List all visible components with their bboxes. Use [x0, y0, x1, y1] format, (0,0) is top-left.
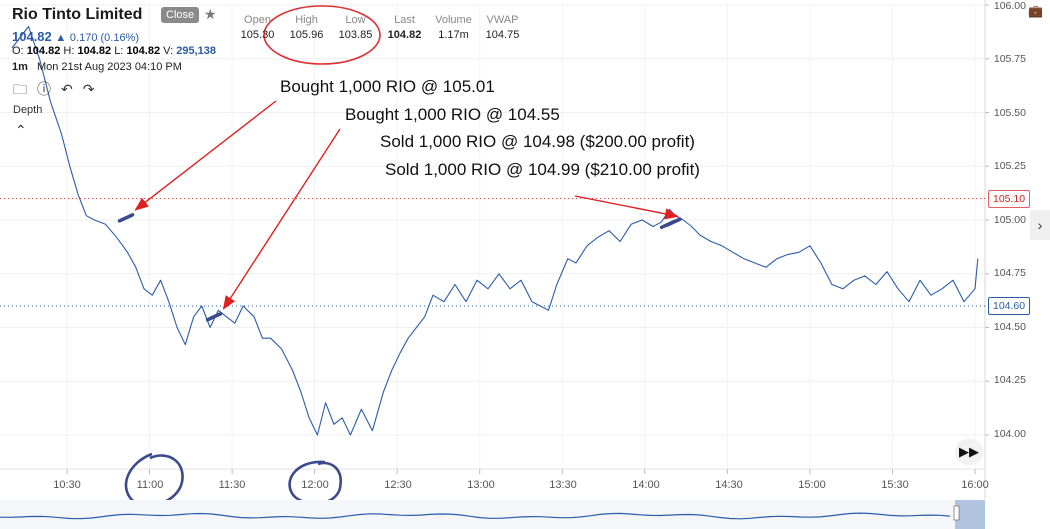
cursor-datetime: Mon 21st Aug 2023 04:10 PM	[36, 61, 182, 73]
briefcase-icon[interactable]: 💼	[1028, 4, 1043, 18]
x-tick: 15:30	[881, 479, 909, 491]
x-tick: 11:00	[136, 479, 164, 491]
chevron-up-icon[interactable]: ⌃	[15, 122, 27, 138]
navigator-handle	[953, 505, 960, 521]
redo-icon[interactable]: ↷	[82, 81, 95, 97]
x-tick: 14:00	[632, 479, 660, 491]
reference-price-label-lower: 104.60	[988, 297, 1031, 315]
summary-vwap: VWAP 104.75	[485, 14, 520, 41]
interval-row: 1m Mon 21st Aug 2023 04:10 PM	[12, 61, 182, 73]
y-tick: 105.50	[993, 107, 1026, 119]
annotation-sell-1: Sold 1,000 RIO @ 104.98 ($200.00 profit)	[380, 132, 695, 151]
annotation-sell-2: Sold 1,000 RIO @ 104.99 ($210.00 profit)	[385, 160, 700, 179]
annotation-arrow	[134, 100, 277, 211]
navigator-line	[0, 512, 951, 520]
y-tick: 105.25	[993, 160, 1026, 172]
trade-marker	[205, 312, 223, 322]
undo-icon[interactable]: ↶	[61, 81, 73, 97]
last-price: 104.82	[12, 29, 52, 44]
navigator-selection	[955, 500, 985, 529]
y-tick: 104.50	[993, 321, 1026, 333]
chevron-right-icon[interactable]: ›	[1030, 210, 1050, 240]
chart-toolbar: 🗀 ⓘ ↶ ↷	[13, 79, 104, 103]
x-tick: 13:30	[549, 479, 577, 491]
highlight-circle-high-low	[263, 5, 381, 65]
summary-table: Open 105.30 High 105.96 Low 103.85 Last 104.…	[233, 14, 527, 41]
y-tick: 105.75	[993, 53, 1026, 65]
x-tick: 14:30	[715, 479, 743, 491]
star-icon[interactable]: ★	[204, 6, 217, 22]
x-tick: 13:00	[467, 479, 495, 491]
summary-volume: Volume 1.17m	[435, 14, 472, 41]
navigator-panel	[0, 500, 985, 529]
price-change: 0.170 (0.16%)	[69, 32, 140, 44]
summary-high: High 105.96	[289, 14, 324, 41]
x-tick: 15:00	[798, 479, 826, 491]
y-tick: 104.75	[993, 267, 1026, 279]
low-label: L:	[114, 45, 124, 57]
y-tick: 106.00	[993, 0, 1026, 12]
depth-toggle[interactable]: Depth	[13, 104, 43, 116]
info-icon[interactable]: ⓘ	[37, 81, 51, 97]
annotation-buy-1: Bought 1,000 RIO @ 105.01	[280, 77, 495, 96]
volume-value: 295,138	[176, 45, 216, 57]
y-tick: 104.25	[993, 374, 1026, 386]
annotation-arrow	[574, 195, 679, 220]
trade-marker	[665, 217, 682, 227]
x-tick: 12:30	[384, 479, 412, 491]
up-arrow-icon: ▲	[55, 32, 67, 44]
y-tick: 105.00	[993, 214, 1026, 226]
summary-low: Low 103.85	[338, 14, 373, 41]
y-tick: 104.00	[993, 428, 1026, 440]
ohlc-readout: O: 104.82 H: 104.82 L: 104.82 V: 295,138	[12, 45, 216, 57]
volume-label: V:	[163, 45, 174, 57]
reference-price-label-upper: 105.10	[988, 190, 1031, 208]
x-tick: 11:30	[218, 479, 246, 491]
instrument-title: Rio Tinto Limited	[12, 6, 143, 23]
open-value: 104.82	[26, 45, 61, 57]
x-tick: 16:00	[961, 479, 989, 491]
summary-open: Open 105.30	[240, 14, 275, 41]
open-label: O:	[12, 45, 24, 57]
annotation-buy-2: Bought 1,000 RIO @ 104.55	[345, 105, 560, 124]
x-tick: 12:00	[301, 479, 329, 491]
summary-last: Last 104.82	[387, 14, 422, 41]
annotation-arrow	[222, 128, 341, 310]
trade-marker	[117, 213, 135, 223]
close-button[interactable]: Close	[161, 7, 200, 23]
low-value: 104.82	[126, 45, 161, 57]
high-value: 104.82	[77, 45, 112, 57]
scroll-to-end-button[interactable]: ▶▶	[955, 439, 983, 465]
high-label: H:	[63, 45, 75, 57]
price-series-line	[11, 25, 979, 436]
folder-icon[interactable]: 🗀	[13, 81, 27, 97]
x-tick: 10:30	[53, 479, 81, 491]
interval-selector[interactable]: 1m	[12, 61, 28, 73]
last-price-row: 104.82 ▲ 0.170 (0.16%)	[12, 29, 139, 44]
